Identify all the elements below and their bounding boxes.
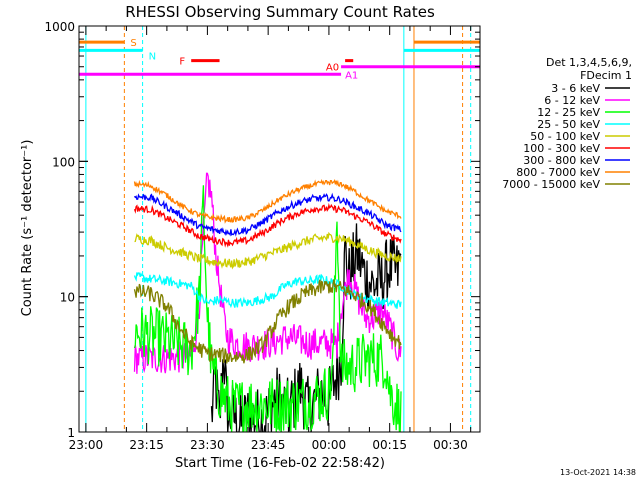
y-tick-label: 1000 xyxy=(44,20,75,34)
flag-label-f: F xyxy=(179,57,185,68)
series-300-800-kev-line xyxy=(133,192,402,237)
series-50-100-kev-line xyxy=(134,231,402,270)
legend-label: 7000 - 15000 keV xyxy=(502,178,600,191)
x-tick-label: 23:00 xyxy=(69,438,104,452)
x-tick-label: 23:30 xyxy=(190,438,225,452)
chart-title: RHESSI Observing Summary Count Rates xyxy=(125,3,435,21)
flag-label-s: S xyxy=(130,38,136,49)
flag-label-a0: A0 xyxy=(326,63,339,74)
plot-frame xyxy=(78,25,481,433)
y-tick-label: 100 xyxy=(52,155,75,169)
y-tick-label: 10 xyxy=(60,291,75,305)
x-tick-label: 00:15 xyxy=(372,438,407,452)
y-axis-label: Count Rate (s⁻¹ detector⁻¹) xyxy=(20,140,35,317)
y-tick-label: 1 xyxy=(67,426,75,440)
series-3-6-kev-line xyxy=(210,223,402,432)
flag-label-a1: A1 xyxy=(345,70,358,81)
legend-label: 6 - 12 keV xyxy=(544,94,600,107)
legend-label: 100 - 300 keV xyxy=(523,142,600,155)
x-tick-label: 23:45 xyxy=(251,438,286,452)
legend-header-1: FDecim 1 xyxy=(580,69,632,82)
x-tick-label: 00:00 xyxy=(312,438,347,452)
series-800-7000-kev-line xyxy=(133,179,402,224)
x-tick-label: 00:30 xyxy=(433,438,468,452)
legend-label: 25 - 50 keV xyxy=(537,118,600,131)
legend-header-0: Det 1,3,4,5,6,9, xyxy=(546,56,632,69)
series-7000-15000-kev-line xyxy=(133,279,402,364)
legend-label: 12 - 25 keV xyxy=(537,106,600,119)
legend-label: 300 - 800 keV xyxy=(523,154,600,167)
x-axis-label: Start Time (16-Feb-02 22:58:42) xyxy=(175,456,385,471)
legend-label: 3 - 6 keV xyxy=(551,82,600,95)
x-tick-label: 23:15 xyxy=(129,438,164,452)
flag-label-n: N xyxy=(149,51,156,62)
legend-label: 50 - 100 keV xyxy=(530,130,600,143)
series-100-300-kev-line xyxy=(133,202,402,248)
series-group xyxy=(133,172,402,432)
footer-timestamp: 13-Oct-2021 14:38 xyxy=(560,468,636,477)
plot-area: S N F A0 A1 1 10 100 1000 23:00 23:15 23:30 23:45 00:… xyxy=(44,20,481,452)
legend-label: 800 - 7000 keV xyxy=(516,166,600,179)
